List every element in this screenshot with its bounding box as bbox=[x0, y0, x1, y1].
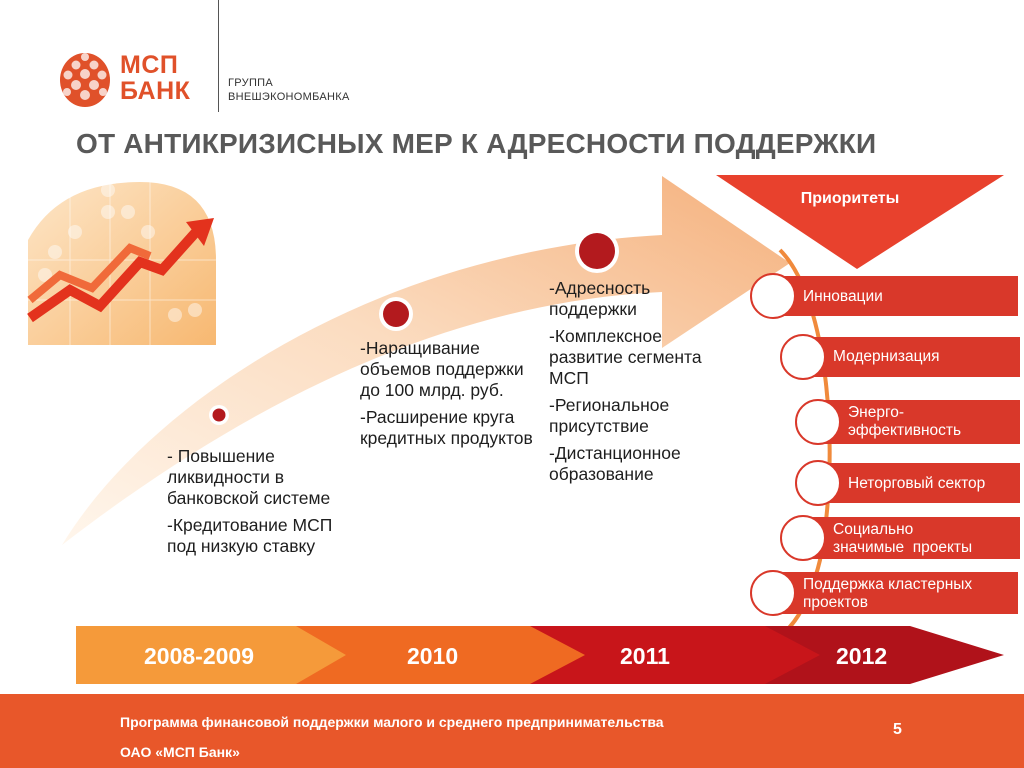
logo-group: ГРУППА ВНЕШЭКОНОМБАНКА bbox=[228, 76, 350, 104]
growth-chart-illustration bbox=[27, 182, 216, 345]
stage-item: -Расширение круга кредитных продуктов bbox=[360, 407, 533, 448]
priorities-header-shape bbox=[716, 175, 1004, 269]
priorities-label: Приоритеты bbox=[800, 190, 900, 207]
timeline-year: 2012 bbox=[836, 643, 888, 669]
timeline-bar bbox=[76, 626, 1004, 684]
page-number: 5 bbox=[893, 721, 902, 738]
footer-program-text: Программа финансовой поддержки малого и … bbox=[120, 714, 664, 730]
stage-item: -Региональное присутствие bbox=[549, 395, 670, 436]
priority-item: Инновации bbox=[803, 288, 883, 305]
logo-name-line2: БАНК bbox=[120, 77, 191, 105]
priority-item: Социально значимые проекты bbox=[833, 521, 973, 556]
stage-item: -Наращивание объемов поддержки до 100 мл… bbox=[360, 338, 524, 400]
stage-item: -Комплексное развитие сегмента МСП bbox=[549, 326, 702, 388]
stage-2011-text: -Адресность поддержки -Комплексное разви… bbox=[549, 278, 734, 491]
timeline-year: 2010 bbox=[407, 643, 459, 669]
stage-item: -Кредитование МСП под низкую ставку bbox=[167, 515, 333, 556]
stage-2010-text: -Наращивание объемов поддержки до 100 мл… bbox=[360, 338, 545, 455]
footer: Программа финансовой поддержки малого и … bbox=[0, 694, 1024, 768]
footer-company-text: ОАО «МСП Банк» bbox=[120, 744, 240, 760]
priority-item: Поддержка кластерных проектов bbox=[803, 576, 973, 611]
priority-item: Неторговый сектор bbox=[848, 475, 986, 492]
logo-group-line1: ГРУППА bbox=[228, 77, 273, 89]
stage-item: -Дистанционное образование bbox=[549, 443, 681, 484]
page-title: ОТ АНТИКРИЗИСНЫХ МЕР К АДРЕСНОСТИ ПОДДЕР… bbox=[76, 128, 877, 159]
logo: МСП БАНК ГРУППА ВНЕШЭКОНОМБАНКА bbox=[58, 0, 368, 117]
stage-2008-text: - Повышение ликвидности в банковской сис… bbox=[167, 446, 357, 563]
logo-group-line2: ВНЕШЭКОНОМБАНКА bbox=[228, 91, 350, 103]
logo-name-line1: МСП bbox=[120, 51, 179, 79]
priority-bullets bbox=[750, 273, 841, 616]
pine-cone-logo-icon bbox=[60, 53, 110, 107]
priority-bars bbox=[775, 276, 1020, 614]
logo-name: МСП БАНК bbox=[120, 52, 190, 104]
stage-item: -Адресность поддержки bbox=[549, 278, 651, 319]
logo-divider bbox=[218, 0, 219, 112]
priority-item: Энерго- эффективность bbox=[848, 404, 962, 439]
stage-item: - Повышение ликвидности в банковской сис… bbox=[167, 446, 331, 508]
timeline-year: 2008-2009 bbox=[144, 643, 254, 669]
timeline-year: 2011 bbox=[620, 643, 670, 669]
priority-item: Модернизация bbox=[833, 348, 940, 365]
